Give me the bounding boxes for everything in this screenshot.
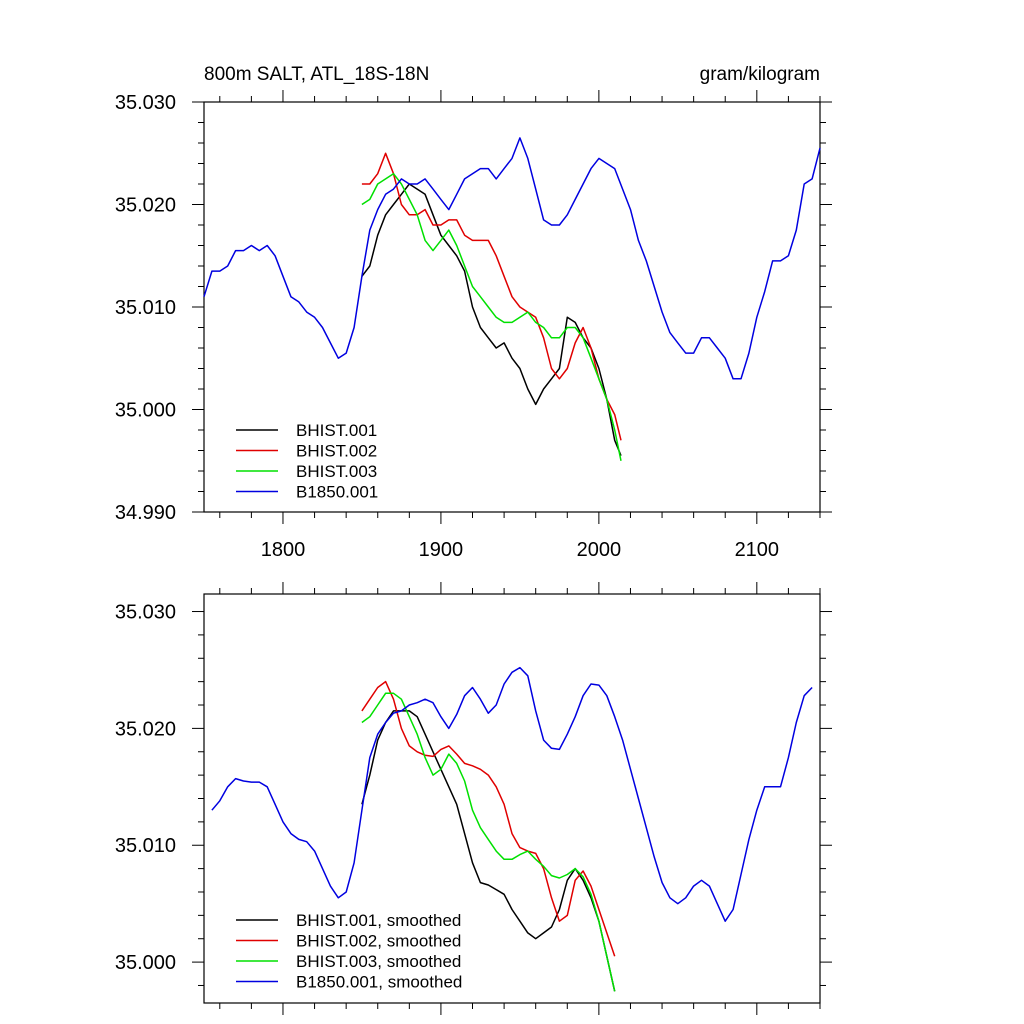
panel2-series-b1850-001-smoothed (211, 666, 813, 922)
panel2-y-tick-label: 35.000 (115, 952, 176, 974)
panel1-x-tick-label: 1900 (419, 539, 464, 561)
panel2-legend-label: BHIST.001, smoothed (296, 911, 461, 930)
panel2-y-tick-label: 35.010 (115, 835, 176, 857)
panel1-x-tick-label: 1800 (261, 539, 306, 561)
panel2-legend-label: BHIST.002, smoothed (296, 932, 461, 951)
panel1-x-tick-label: 2000 (577, 539, 622, 561)
panel1-legend-label: BHIST.002 (296, 442, 377, 461)
panel2-y-tick-label: 35.030 (115, 602, 176, 624)
panel1-series-bhist-001 (361, 183, 622, 456)
plot-units: gram/kilogram (699, 64, 820, 85)
panel1-x-tick-label: 2100 (735, 539, 780, 561)
panel1-series-bhist-002 (361, 152, 622, 441)
panel2-y-tick-label: 35.020 (115, 718, 176, 740)
panel2-series-bhist-002-smoothed (361, 680, 616, 957)
panel1-legend-label: BHIST.001 (296, 421, 377, 440)
panel1-y-tick-label: 34.990 (115, 502, 176, 524)
panel1-y-tick-label: 35.030 (115, 92, 176, 114)
panel2-series-bhist-003-smoothed (361, 692, 616, 992)
panel1-y-tick-label: 35.020 (115, 195, 176, 217)
panel1-legend-label: B1850.001 (296, 483, 378, 502)
panel1-series-b1850-001 (203, 137, 821, 380)
panel1-y-tick-label: 35.010 (115, 297, 176, 319)
plot-title: 800m SALT, ATL_18S-18N (204, 64, 430, 85)
panel2-legend-label: B1850.001, smoothed (296, 973, 462, 992)
panel2-legend-label: BHIST.003, smoothed (296, 952, 461, 971)
panel1-y-tick-label: 35.000 (115, 400, 176, 422)
panel1-legend-label: BHIST.003 (296, 462, 377, 481)
panel1-series-bhist-003 (361, 172, 622, 461)
panel2-series-bhist-001-smoothed (361, 710, 616, 992)
